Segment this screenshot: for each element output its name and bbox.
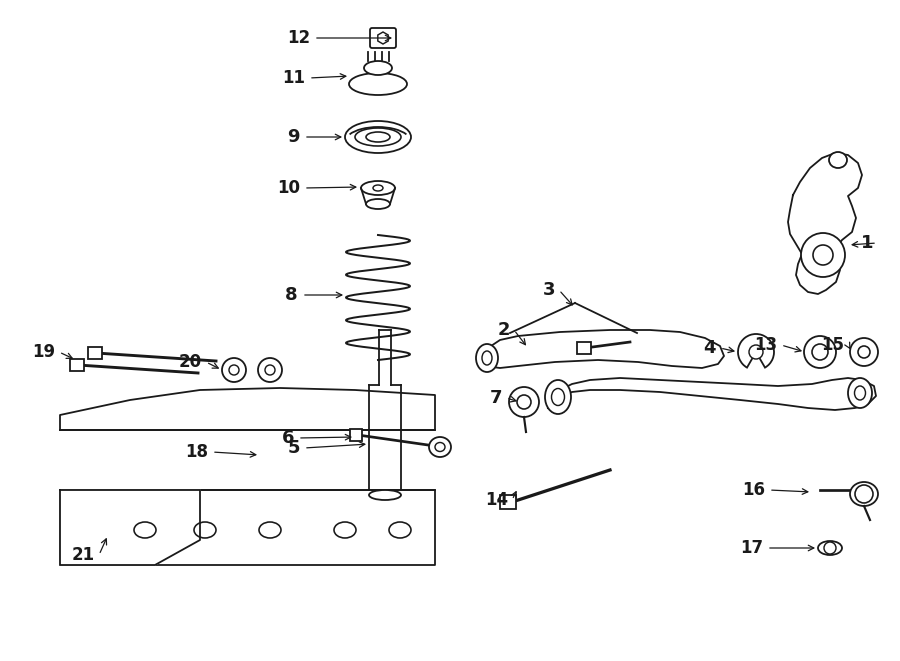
FancyBboxPatch shape <box>370 28 396 48</box>
Circle shape <box>858 346 870 358</box>
Ellipse shape <box>850 482 878 506</box>
Ellipse shape <box>369 490 401 500</box>
Circle shape <box>749 345 763 359</box>
Ellipse shape <box>259 522 281 538</box>
Text: 5: 5 <box>287 439 300 457</box>
Ellipse shape <box>134 522 156 538</box>
Text: 11: 11 <box>282 69 305 87</box>
Text: 16: 16 <box>742 481 765 499</box>
Circle shape <box>801 233 845 277</box>
Polygon shape <box>60 490 200 565</box>
Ellipse shape <box>361 181 395 195</box>
Text: 8: 8 <box>285 286 298 304</box>
Polygon shape <box>548 378 876 410</box>
Ellipse shape <box>476 344 498 372</box>
Circle shape <box>850 338 878 366</box>
Circle shape <box>265 365 275 375</box>
Polygon shape <box>60 430 435 490</box>
Ellipse shape <box>818 541 842 555</box>
Ellipse shape <box>389 522 411 538</box>
Text: 4: 4 <box>704 339 716 357</box>
Text: 18: 18 <box>185 443 208 461</box>
Bar <box>70 359 84 371</box>
Ellipse shape <box>848 378 872 408</box>
Circle shape <box>222 358 246 382</box>
Polygon shape <box>60 490 435 565</box>
Text: 9: 9 <box>287 128 300 146</box>
Text: 17: 17 <box>740 539 763 557</box>
Wedge shape <box>738 334 774 368</box>
Polygon shape <box>60 388 435 430</box>
Text: 1: 1 <box>860 234 873 252</box>
Text: 7: 7 <box>490 389 502 407</box>
Text: 14: 14 <box>485 491 508 509</box>
Ellipse shape <box>366 199 390 209</box>
Polygon shape <box>788 153 862 294</box>
Ellipse shape <box>373 185 383 191</box>
Text: 10: 10 <box>277 179 300 197</box>
Ellipse shape <box>552 389 564 405</box>
Bar <box>500 495 516 509</box>
Text: 6: 6 <box>282 429 294 447</box>
Circle shape <box>812 344 828 360</box>
Ellipse shape <box>345 121 411 153</box>
Text: 3: 3 <box>543 281 555 299</box>
Circle shape <box>258 358 282 382</box>
Circle shape <box>517 395 531 409</box>
Text: 19: 19 <box>32 343 55 361</box>
Ellipse shape <box>429 437 451 457</box>
Circle shape <box>804 336 836 368</box>
Text: 15: 15 <box>821 336 844 354</box>
Text: 12: 12 <box>287 29 310 47</box>
Text: 13: 13 <box>754 336 777 354</box>
Bar <box>577 342 591 354</box>
Ellipse shape <box>194 522 216 538</box>
Bar <box>88 347 102 359</box>
Circle shape <box>229 365 239 375</box>
Ellipse shape <box>482 351 492 365</box>
Ellipse shape <box>545 380 571 414</box>
Ellipse shape <box>854 386 866 400</box>
Text: 20: 20 <box>179 353 202 371</box>
Circle shape <box>824 542 836 554</box>
Ellipse shape <box>435 442 445 451</box>
Circle shape <box>509 387 539 417</box>
Ellipse shape <box>364 61 392 75</box>
Ellipse shape <box>355 128 401 146</box>
Ellipse shape <box>829 152 847 168</box>
Ellipse shape <box>349 73 407 95</box>
Text: 21: 21 <box>72 546 95 564</box>
Polygon shape <box>480 330 724 368</box>
Ellipse shape <box>366 132 390 142</box>
Ellipse shape <box>334 522 356 538</box>
Text: 2: 2 <box>498 321 510 339</box>
Bar <box>350 429 362 441</box>
Circle shape <box>855 485 873 503</box>
Circle shape <box>813 245 833 265</box>
